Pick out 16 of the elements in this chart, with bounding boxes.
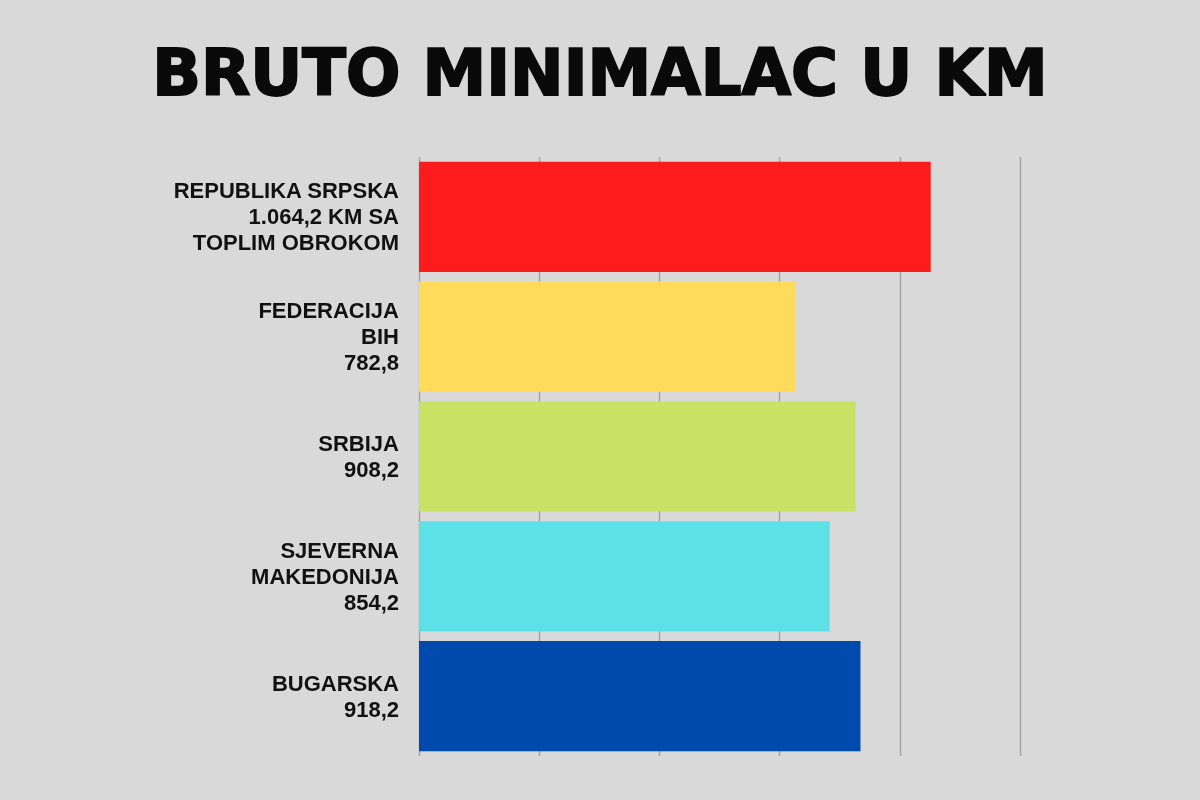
bar: [419, 281, 796, 392]
y-tick-label: BUGARSKA: [271, 670, 400, 696]
data-label: 918,2: [343, 696, 399, 722]
bar: [419, 401, 856, 512]
y-tick-label: FEDERACIJA BIH: [258, 298, 400, 350]
data-label: 782,8: [343, 350, 399, 376]
data-label: 1.064,2 KM SA TOPLIM OBROKOM: [192, 204, 400, 256]
data-label: 854,2: [343, 589, 399, 615]
bar: [419, 640, 861, 752]
y-tick-label: SRBIJA: [318, 431, 400, 456]
y-tick-label: REPUBLIKA SRPSKA: [173, 178, 400, 204]
chart-title: BRUTO MINIMALAC U KM: [152, 36, 1048, 110]
data-label: 908,2: [343, 457, 399, 482]
bar: [419, 521, 830, 632]
y-tick-label: SJEVERNA MAKEDONIJA: [251, 537, 400, 589]
bar: [419, 161, 931, 273]
